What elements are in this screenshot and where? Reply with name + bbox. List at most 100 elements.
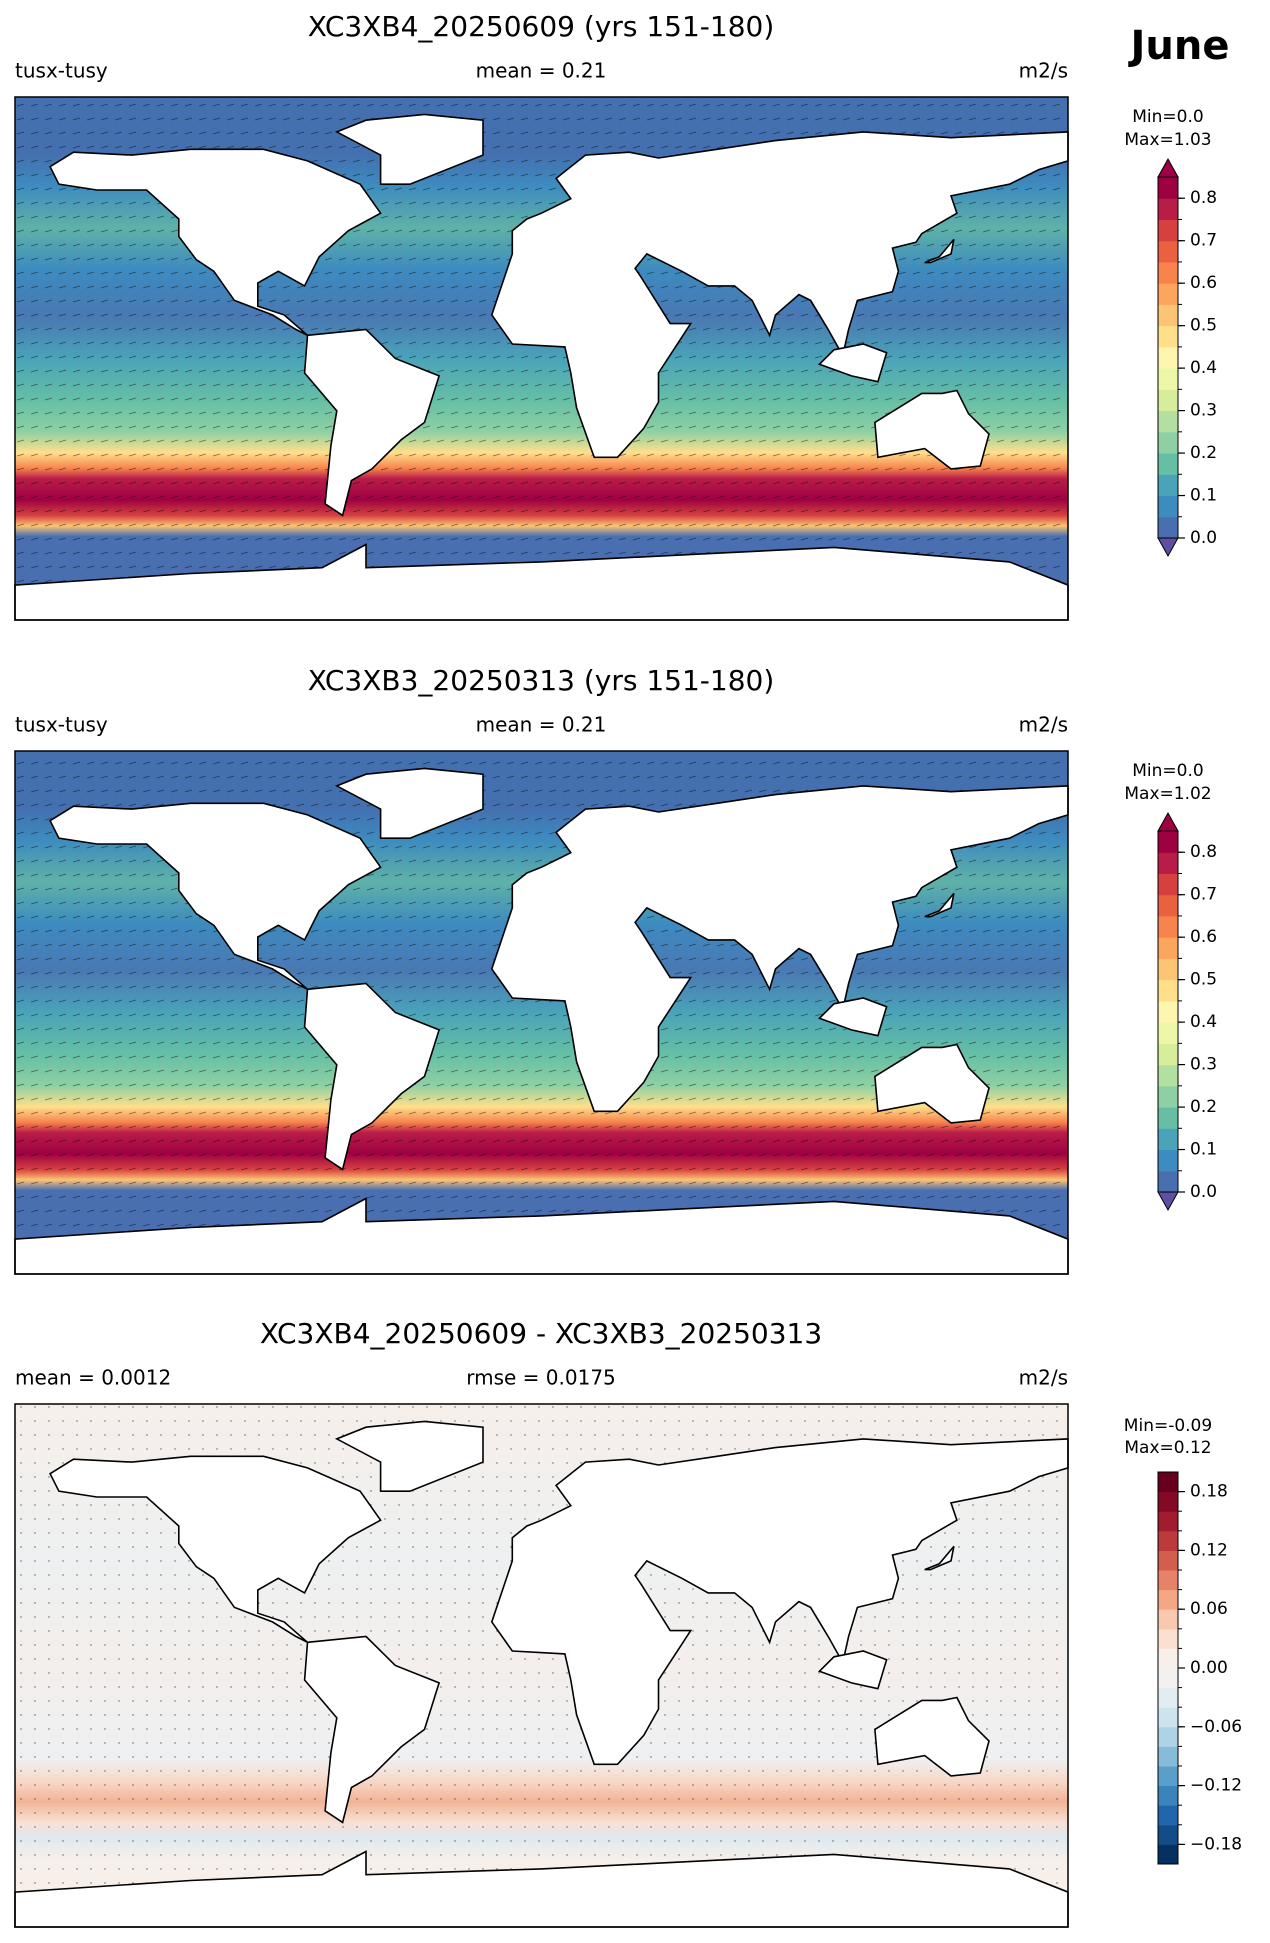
colorbar-segment xyxy=(1158,1707,1178,1728)
panel-left-label: tusx-tusy xyxy=(15,713,108,737)
colorbar-segment xyxy=(1158,1107,1178,1129)
colorbar-tick-label: 0.4 xyxy=(1190,358,1217,378)
colorbar-tick-label: −0.06 xyxy=(1190,1717,1242,1737)
land xyxy=(49,802,382,991)
colorbar-segment xyxy=(1158,979,1178,1002)
colorbar-segment xyxy=(1158,516,1178,539)
land xyxy=(874,1696,990,1777)
panel-title: XC3XB4_20250609 - XC3XB3_20250313 xyxy=(260,1317,822,1350)
colorbar-max-label: Max=0.12 xyxy=(1124,1438,1211,1458)
colorbar-segment xyxy=(1158,1085,1178,1108)
colorbar-segment xyxy=(1158,1844,1178,1865)
figure-title: June xyxy=(1128,23,1230,69)
colorbar-segment xyxy=(1158,937,1178,959)
colorbar-segment xyxy=(1158,304,1178,327)
colorbar-segment xyxy=(1158,261,1178,284)
land xyxy=(817,1650,888,1690)
map-frame xyxy=(14,1403,1069,1928)
colorbar-segment xyxy=(1158,177,1178,199)
colorbar-min-label: Min=-0.09 xyxy=(1124,1416,1212,1436)
colorbar-segment xyxy=(1158,873,1178,896)
panel-left-label: tusx-tusy xyxy=(15,59,108,83)
land xyxy=(334,1420,484,1492)
colorbar-segment xyxy=(1158,1064,1178,1087)
panel-center-label: mean = 0.21 xyxy=(476,59,607,83)
colorbar-segment xyxy=(1158,1570,1178,1591)
colorbar-extend-under xyxy=(1157,537,1179,558)
panel-right-label: m2/s xyxy=(1019,1366,1068,1390)
colorbar-segment xyxy=(1158,1609,1178,1630)
land xyxy=(924,1545,955,1571)
land xyxy=(817,997,888,1037)
colorbar-segment xyxy=(1158,1530,1178,1551)
colorbar-segment xyxy=(1158,368,1178,390)
colorbar-tick-label: 0.1 xyxy=(1190,486,1217,506)
land xyxy=(49,1455,382,1644)
colorbar-segment xyxy=(1158,831,1178,853)
colorbar-tick-label: 0.0 xyxy=(1190,1182,1217,1202)
panel-title: XC3XB3_20250313 (yrs 151-180) xyxy=(308,664,775,697)
colorbar-tick-label: 0.7 xyxy=(1190,885,1217,905)
colorbar-min-label: Min=0.0 xyxy=(1132,761,1203,781)
panel-left-label: mean = 0.0012 xyxy=(15,1366,171,1390)
land xyxy=(490,1438,1069,1766)
land xyxy=(874,1043,990,1124)
colorbar-segment xyxy=(1158,1128,1178,1151)
colorbar-segment xyxy=(1158,325,1178,348)
colorbar-tick-label: 0.18 xyxy=(1190,1482,1228,1502)
colorbar-segment xyxy=(1158,1746,1178,1767)
colorbar-segment xyxy=(1158,1000,1178,1023)
colorbar-segment xyxy=(1158,1022,1178,1044)
colorbar-segment xyxy=(1158,1511,1178,1532)
colorbar-tick-label: 0.0 xyxy=(1190,528,1217,548)
colorbar-tick-label: 0.5 xyxy=(1190,970,1217,990)
colorbar-min-label: Min=0.0 xyxy=(1132,107,1203,127)
colorbar-segment xyxy=(1158,1648,1178,1669)
colorbar-tick-label: 0.3 xyxy=(1190,1055,1217,1075)
colorbar-segment xyxy=(1158,894,1178,917)
colorbar-tick-label: 0.6 xyxy=(1190,273,1217,293)
colorbar-extend-over xyxy=(1157,811,1179,832)
land xyxy=(303,982,441,1171)
colorbar-segment xyxy=(1158,1550,1178,1571)
colorbar-tick-label: 0.2 xyxy=(1190,1097,1217,1117)
colorbar-tick-label: 0.06 xyxy=(1190,1599,1228,1619)
colorbar-tick-label: 0.6 xyxy=(1190,927,1217,947)
panel-center-label: rmse = 0.0175 xyxy=(466,1366,616,1390)
map-frame xyxy=(14,96,1069,621)
panel-center-label: mean = 0.21 xyxy=(476,713,607,737)
colorbar-tick-label: 0.5 xyxy=(1190,316,1217,336)
map-frame xyxy=(14,750,1069,1275)
colorbar-segment xyxy=(1158,1726,1178,1747)
colorbar-segment xyxy=(1158,1589,1178,1610)
colorbar-segment xyxy=(1158,1824,1178,1845)
colorbar-tick-label: 0.7 xyxy=(1190,231,1217,251)
colorbar-segment xyxy=(1158,431,1178,454)
colorbar-segment xyxy=(1158,1043,1178,1066)
colorbar-frame xyxy=(1157,176,1179,539)
colorbar-segment xyxy=(1158,852,1178,874)
land xyxy=(874,389,990,470)
panel-right-label: m2/s xyxy=(1019,713,1068,737)
colorbar-tick-label: 0.12 xyxy=(1190,1540,1228,1560)
colorbar-tick-label: 0.3 xyxy=(1190,401,1217,421)
colorbar-segment xyxy=(1158,283,1178,305)
colorbar-segment xyxy=(1158,346,1178,369)
colorbar-tick-label: 0.00 xyxy=(1190,1658,1228,1678)
colorbar-max-label: Max=1.03 xyxy=(1124,130,1211,150)
colorbar-segment xyxy=(1158,1668,1178,1689)
land xyxy=(303,1635,441,1824)
colorbar-segment xyxy=(1158,240,1178,263)
land xyxy=(303,328,441,517)
colorbar-segment xyxy=(1158,1472,1178,1493)
colorbar-segment xyxy=(1158,198,1178,220)
colorbar-segment xyxy=(1158,915,1178,938)
land xyxy=(924,238,955,264)
colorbar-frame xyxy=(1157,830,1179,1193)
colorbar-tick-label: −0.12 xyxy=(1190,1776,1242,1796)
land xyxy=(490,131,1069,459)
colorbar-segment xyxy=(1158,495,1178,518)
land xyxy=(49,148,382,337)
colorbar-tick-label: 0.2 xyxy=(1190,443,1217,463)
